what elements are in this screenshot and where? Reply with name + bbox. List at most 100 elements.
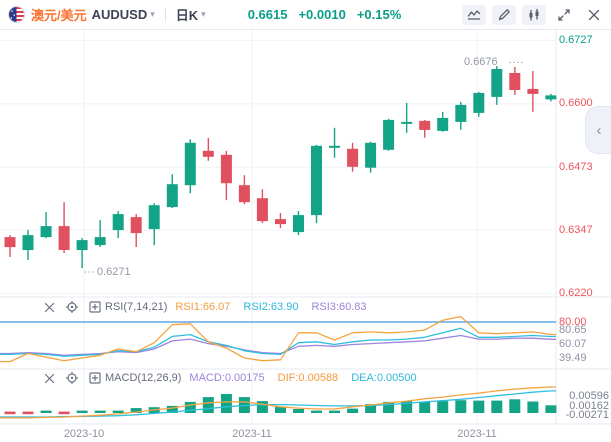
rsi3-value: RSI3:60.83 [311, 301, 367, 313]
macd-hist-bar [76, 410, 88, 413]
candle-body [383, 119, 395, 150]
macd-hist-bar [4, 411, 16, 415]
expand-icon [558, 8, 570, 21]
candle-body [491, 69, 503, 97]
time-axis-label: 2023-11 [232, 428, 272, 440]
macd-axis-label: 0.00596 [569, 390, 609, 402]
candle-body [40, 226, 52, 238]
chevron-left-icon: ‹ [596, 121, 602, 139]
pair-flag-icon [8, 6, 25, 23]
last-price: 0.6615 [247, 7, 288, 22]
price-axis-label: 0.6347 [559, 223, 593, 236]
pair-name-cn: 澳元/美元 [31, 8, 87, 23]
candle-body [347, 148, 359, 167]
close-chart-button[interactable] [582, 5, 606, 25]
candle-body [4, 237, 16, 248]
maximize-icon [89, 372, 101, 384]
candle-body [509, 73, 521, 90]
time-axis-label: 2023-11 [457, 428, 497, 440]
macd-hist-bar [311, 410, 322, 413]
candle-body [293, 215, 304, 233]
low-price-annotation: 0.6271 [97, 266, 131, 278]
line-chart-icon [467, 9, 481, 20]
rsi-axis-label: 60.07 [559, 337, 587, 350]
macd-hist-bar [329, 410, 340, 413]
candle-body [275, 219, 286, 225]
macd-hist-bar [455, 400, 467, 413]
macd-hist-bar [220, 394, 232, 413]
pencil-icon [498, 8, 510, 20]
macd-hist-bar [22, 411, 34, 415]
candle-body [311, 145, 322, 216]
rsi-close-button[interactable] [44, 302, 55, 313]
rsi2-value: RSI2:63.90 [243, 301, 299, 313]
rsi-axis-label: 39.49 [559, 351, 587, 364]
macd-hist-bar [401, 401, 413, 413]
toolbar-divider [164, 7, 166, 22]
candle-body [22, 235, 34, 251]
macd-settings-button[interactable] [66, 372, 78, 384]
chevron-down-icon[interactable]: ▾ [150, 9, 155, 19]
toolbar: 澳元/美元 AUDUSD ▾ 日K ▾ 0.6615 +0.0010 +0.15… [0, 0, 611, 30]
close-icon [588, 9, 600, 20]
candle-body [473, 92, 485, 113]
price-change-percent: +0.15% [356, 7, 402, 22]
macd-value: MACD:0.00175 [189, 372, 265, 384]
draw-button[interactable] [492, 4, 516, 25]
candle-body [202, 150, 214, 157]
candle-body [365, 142, 377, 168]
macd-title: MACD(12,26,9) [105, 372, 182, 384]
macd-hist-bar [40, 410, 52, 413]
gear-icon [66, 372, 78, 384]
macd-hist-bar [365, 404, 377, 413]
price-axis-label: 0.6727 [559, 34, 593, 47]
chart-style-button[interactable] [522, 4, 546, 25]
macd-hist-bar [184, 401, 196, 413]
candlestick-icon [529, 8, 539, 21]
candle-body [545, 95, 557, 100]
rsi2-line [0, 327, 556, 357]
candle-body [437, 117, 449, 131]
macd-hist-bar [527, 401, 539, 413]
time-axis-label: 2023-10 [63, 428, 105, 440]
macd-hist-bar [509, 399, 521, 413]
close-icon [44, 373, 55, 383]
rsi3-line [0, 334, 556, 356]
collapse-panel-tab[interactable]: ‹ [585, 106, 611, 154]
rsi-settings-button[interactable] [66, 301, 78, 313]
price-axis-label: 0.6220 [559, 286, 593, 299]
candle-body [166, 184, 178, 208]
macd-hist-bar [166, 405, 178, 413]
rsi-axis-label: 80.65 [559, 323, 587, 336]
maximize-icon [89, 301, 101, 313]
chevron-down-icon[interactable]: ▾ [201, 9, 206, 19]
candle-body [256, 198, 268, 222]
macd-maximize-button[interactable] [89, 372, 101, 384]
rsi-panel-header: RSI(7,14,21) RSI1:66.07 RSI2:63.90 RSI3:… [44, 300, 380, 314]
macd-hist-bar [491, 400, 503, 413]
macd-hist-bar [419, 401, 431, 413]
pair-selector[interactable]: AUDUSD [91, 7, 148, 22]
candle-body [527, 88, 539, 94]
macd-hist-bar [275, 406, 286, 413]
candle-body [401, 121, 413, 124]
macd-hist-bar [112, 410, 124, 413]
dif-value: DIF:0.00588 [277, 372, 339, 384]
quote-block: 0.6615 +0.0010 +0.15% [248, 7, 402, 22]
interval-selector[interactable]: 日K [175, 8, 199, 23]
candle-body [184, 142, 196, 186]
candle-body [419, 120, 431, 130]
macd-close-button[interactable] [44, 373, 55, 384]
macd-hist-bar [293, 409, 304, 413]
fullscreen-button[interactable] [552, 5, 576, 25]
close-icon [44, 302, 55, 312]
dea-line [0, 390, 556, 418]
rsi-maximize-button[interactable] [89, 301, 101, 313]
macd-hist-bar [94, 410, 106, 413]
candle-body [58, 226, 70, 250]
candle-body [76, 240, 88, 251]
indicator-line-button[interactable] [462, 4, 486, 25]
dif-line [0, 386, 556, 419]
